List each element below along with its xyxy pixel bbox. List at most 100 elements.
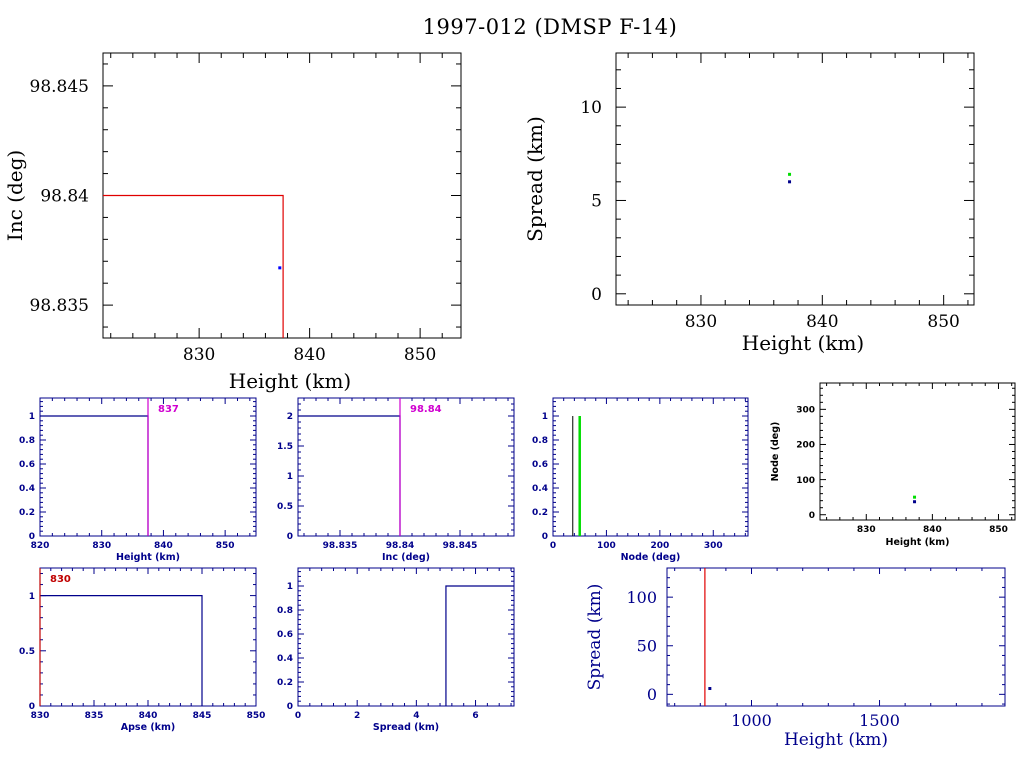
p4-frame xyxy=(297,397,515,537)
p3-ytick-label: 0.2 xyxy=(19,508,35,518)
p1-xlabel: Height (km) xyxy=(229,369,351,393)
p5-frame xyxy=(552,397,749,537)
p7-xtick-label: 845 xyxy=(193,711,212,721)
p2-point xyxy=(788,180,792,184)
p1-panel: 830 840 850 98.835 98.84 98.845 Height (km) Inc… xyxy=(3,52,462,393)
p5-xlabel: Node (deg) xyxy=(621,552,681,563)
p3-annotation: 837 xyxy=(158,404,179,415)
p6-ylabel: Node (deg) xyxy=(770,422,781,482)
p9-point xyxy=(708,687,712,691)
p1-point xyxy=(278,266,282,270)
p8-xlabel: Spread (km) xyxy=(373,722,439,733)
p5-ytick-label: 0.6 xyxy=(532,460,548,470)
p4-ytick-label: 1.5 xyxy=(277,442,293,452)
p2-xtick-label: 840 xyxy=(806,312,838,332)
p4-ytick-label: 1 xyxy=(287,472,293,482)
p6-ytick-label: 200 xyxy=(796,441,815,451)
p2-frame xyxy=(615,52,975,306)
p3-ytick-label: 0 xyxy=(29,532,35,542)
p6-xlabel: Height (km) xyxy=(886,537,950,548)
p4-ytick-label: 0 xyxy=(287,532,293,542)
p2-ytick-label: 10 xyxy=(580,98,602,118)
p6-ytick-label: 0 xyxy=(809,511,815,521)
p9-xlabel: Height (km) xyxy=(784,730,888,750)
p7-xtick-label: 835 xyxy=(85,711,104,721)
p2-ytick-label: 0 xyxy=(591,285,602,305)
p7-ytick-label: 0.5 xyxy=(19,647,35,657)
p4-xtick-label: 98.835 xyxy=(323,541,358,551)
p8-ytick-label: 0.6 xyxy=(277,630,293,640)
p8-xtick-label: 6 xyxy=(472,711,478,721)
figure-title: 1997-012 (DMSP F-14) xyxy=(422,15,678,39)
p3-ytick-label: 0.4 xyxy=(19,484,35,494)
p9-xtick-label: 1000 xyxy=(731,711,772,730)
p4-xlabel: Inc (deg) xyxy=(382,552,430,563)
p6-xtick-label: 840 xyxy=(923,525,942,535)
p3-ytick-label: 0.8 xyxy=(19,436,35,446)
p8-ytick-label: 0.8 xyxy=(277,606,293,616)
p6-ytick-label: 300 xyxy=(796,405,815,415)
p9-frame xyxy=(666,567,1006,707)
p7-series-line xyxy=(40,594,203,706)
p7-ytick-label: 1 xyxy=(29,592,35,602)
p7-panel: 830 835 840 845 850 0 0.5 1 Apse (km) 830 xyxy=(19,567,266,733)
p8-panel: 0 2 4 6 0 0.2 0.4 0.6 0.8 1 Spread (km) xyxy=(277,567,515,733)
p7-xtick-label: 850 xyxy=(247,711,266,721)
p1-series-line xyxy=(103,194,284,338)
p4-ytick-label: 2 xyxy=(287,412,293,422)
p7-ytick-label: 0 xyxy=(29,702,35,712)
p5-xtick-label: 100 xyxy=(597,541,616,551)
p6-frame xyxy=(819,382,1016,521)
p3-xtick-label: 820 xyxy=(31,541,50,551)
p1-xtick-label: 830 xyxy=(183,345,215,365)
p9-ytick-label: 0 xyxy=(647,685,657,704)
p2-ytick-label: 5 xyxy=(591,191,602,211)
p2-xtick-label: 850 xyxy=(927,312,959,332)
p2-panel: 830 840 850 0 5 10 Height (km) Spread (km) xyxy=(523,52,975,355)
p2-xlabel: Height (km) xyxy=(742,331,864,355)
p9-ylabel: Spread (km) xyxy=(585,584,605,691)
p9-ytick-label: 50 xyxy=(637,636,657,655)
p3-panel: 820 830 840 850 0 0.2 0.4 0.6 0.8 1 Height (km) 837 xyxy=(19,397,257,563)
p7-xtick-label: 840 xyxy=(139,711,158,721)
p3-ytick-label: 1 xyxy=(29,412,35,422)
p8-xtick-label: 4 xyxy=(413,711,419,721)
p3-xtick-label: 830 xyxy=(92,541,111,551)
p9-panel: 1000 1500 0 50 100 Height (km) Spread (km) xyxy=(585,567,1006,750)
p8-frame xyxy=(297,567,515,707)
p2-ylabel: Spread (km) xyxy=(523,116,547,242)
p5-xtick-label: 200 xyxy=(650,541,669,551)
p2-point xyxy=(788,172,792,176)
p8-ytick-label: 1 xyxy=(287,582,293,592)
p4-xtick-label: 98.845 xyxy=(443,541,478,551)
p3-series-line xyxy=(40,415,149,536)
p5-ytick-label: 0.4 xyxy=(532,484,548,494)
p5-ytick-label: 0 xyxy=(542,532,548,542)
p7-xtick-label: 830 xyxy=(31,711,50,721)
p1-ylabel: Inc (deg) xyxy=(3,150,27,241)
p8-ytick-label: 0.4 xyxy=(277,654,293,664)
p3-ytick-label: 0.6 xyxy=(19,460,35,470)
p7-xlabel: Apse (km) xyxy=(121,722,175,733)
p8-series-line xyxy=(445,585,514,706)
p1-ytick-label: 98.845 xyxy=(30,77,89,97)
p8-ytick-label: 0.2 xyxy=(277,678,293,688)
p5-xtick-label: 300 xyxy=(704,541,723,551)
p1-xtick-label: 840 xyxy=(293,345,325,365)
p4-series-line xyxy=(298,415,401,536)
p3-xlabel: Height (km) xyxy=(116,552,180,563)
p3-xtick-label: 850 xyxy=(216,541,235,551)
p7-frame xyxy=(39,567,257,707)
p6-point xyxy=(913,495,917,499)
p9-xtick-label: 1500 xyxy=(859,711,900,730)
p5-xtick-label: 0 xyxy=(550,541,556,551)
p6-ytick-label: 100 xyxy=(796,476,815,486)
p4-xtick-label: 98.84 xyxy=(386,541,414,551)
p6-panel: 830 840 850 0 100 200 300 Height (km) Node (deg) xyxy=(770,382,1016,548)
p5-panel: 0 100 200 300 0 0.2 0.4 0.6 0.8 1 Node (deg) xyxy=(532,397,749,563)
p8-ytick-label: 0 xyxy=(287,702,293,712)
p6-xtick-label: 850 xyxy=(989,525,1008,535)
p4-ytick-label: 0.5 xyxy=(277,502,293,512)
p2-xtick-label: 830 xyxy=(685,312,717,332)
